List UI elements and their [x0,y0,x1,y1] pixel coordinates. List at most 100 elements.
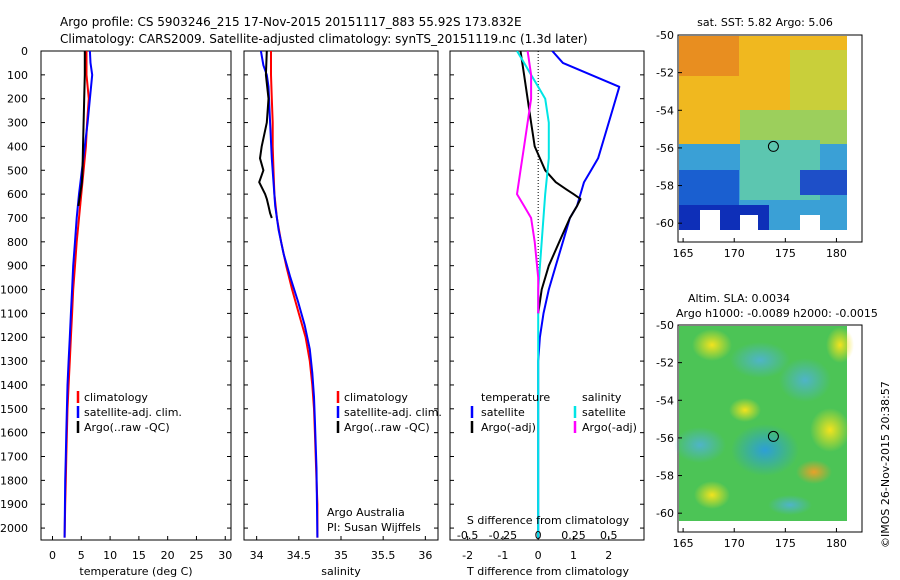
x-tick-label: 15 [132,549,146,562]
map-y-tick-label: -56 [656,142,674,155]
legend-label-sal-argo: Argo(-adj) [582,421,637,434]
sla-argo-marker [767,430,779,442]
salinity-x-axis: 34 34.5 35 35.5 36 [250,536,432,562]
map-x-tick-label: 165 [673,247,694,260]
x-tick-label: -1 [497,549,508,562]
sla-low-1 [730,342,790,378]
legend-label-sal-satellite: satellite [582,406,626,419]
salinity-legend: climatology satellite-adj. clim. Argo(..… [336,391,442,434]
x-tick-label: 1 [570,549,577,562]
y-tick-label: 1900 [0,498,28,511]
sla-low-3 [674,427,726,463]
sla-high-3 [810,408,850,452]
title-line-2: Climatology: CARS2009. Satellite-adjuste… [60,32,588,46]
x-tick-label: 34 [250,549,264,562]
salinity-y-ticks [244,50,438,529]
difference-series [516,51,621,538]
salinity-x-label: salinity [321,565,361,578]
map-y-tick-label: -52 [656,357,674,370]
y-tick-label: 1400 [0,379,28,392]
legend-label-argo: Argo(..raw -QC) [84,421,170,434]
t-difference-label: T difference from climatology [466,565,629,578]
legend-title-temperature: temperature [481,391,550,404]
x-tick-label: 34.5 [287,549,312,562]
sla-high-5 [694,481,730,509]
temperature-plot-frame [40,50,232,541]
y-tick-label: 0 [21,45,28,58]
sla-high-2 [826,327,854,363]
sla-high-4 [796,460,832,484]
series-line-argo-raw-qc- [77,51,86,207]
y-tick-label: 1800 [0,474,28,487]
y-tick-label: 1200 [0,331,28,344]
y-tick-label: 200 [7,93,28,106]
map-x-tick-label: 175 [775,247,796,260]
map-x-tick-label: 175 [775,537,796,550]
sla-field [674,326,854,521]
sst-field [679,36,847,230]
y-tick-label: 1100 [0,307,28,320]
y-tick-label: 600 [7,188,28,201]
map-y-tick-label: -50 [656,319,674,332]
x-tick-label: 10 [103,549,117,562]
legend-label-climatology: climatology [344,391,408,404]
x-tick-label: 35.5 [371,549,396,562]
title-line-1: Argo profile: CS 5903246_215 17-Nov-2015… [60,15,522,29]
sst-argo-marker [767,140,779,152]
y-tick-label: 900 [7,260,28,273]
y-tick-label: 700 [7,212,28,225]
sst-gap-1 [700,210,720,230]
s-difference-label: S difference from climatology [467,514,630,527]
legend-label-temp-argo: Argo(-adj) [481,421,536,434]
y-tick-label: 400 [7,140,28,153]
map-x-tick-label: 180 [826,247,847,260]
sst-map-panel: sat. SST: 5.82 Argo: 5.06 165 170 175 180 -5… [656,16,863,260]
y-tick-label: 1300 [0,355,28,368]
sst-cold-area [679,170,739,205]
top-tick-label: -0.25 [489,529,517,542]
top-tick-label: -0.5 [457,529,478,542]
temperature-panel: 0100200300400500600700800900100011001200… [0,45,232,578]
sla-map-panel: Altim. SLA: 0.0034 Argo h1000: -0.0089 h… [656,292,878,550]
map-y-tick-label: -54 [656,394,674,407]
map-y-tick-label: -56 [656,432,674,445]
imos-timestamp: ©IMOS 26-Nov-2015 20:38:57 [879,381,892,548]
legend-label-satellite: satellite-adj. clim. [344,406,442,419]
sla-map-subtitle: Argo h1000: -0.0089 h2000: -0.0015 [676,307,878,320]
map-x-tick-label: 170 [724,537,745,550]
salinity-plot-frame [243,50,439,541]
y-tick-label: 500 [7,164,28,177]
sst-cold-area-east [800,170,847,195]
temperature-x-label: temperature (deg C) [79,565,192,578]
top-tick-label: 0.25 [561,529,586,542]
x-tick-label: 25 [189,549,203,562]
y-tick-label: 1000 [0,284,28,297]
x-tick-label: 2 [605,549,612,562]
x-tick-label: 5 [78,549,85,562]
legend-label-satellite: satellite-adj. clim. [84,406,182,419]
y-tick-label: 1700 [0,451,28,464]
sla-map-title: Altim. SLA: 0.0034 [688,292,790,305]
legend-label-climatology: climatology [84,391,148,404]
series-line-argo-raw-qc- [258,51,273,219]
temperature-series [63,51,94,538]
sst-gap-3 [800,215,820,230]
x-tick-label: 36 [418,549,432,562]
difference-legend: temperature satellite Argo(-adj) salinit… [470,391,637,434]
difference-panel: -2 -1 0 1 2 S difference from climatology -0… [449,50,645,578]
sst-mid-area [790,50,847,110]
sla-high-6 [729,398,761,422]
y-tick-label: 1600 [0,427,28,440]
temperature-y-axis: 0 100 200 300 400 500 600 700 800 900 1000 1100 1200… [0,45,231,535]
map-y-tick-label: -60 [656,507,674,520]
map-x-tick-label: 170 [724,247,745,260]
map-y-tick-label: -50 [656,29,674,42]
legend-label-argo: Argo(..raw -QC) [344,421,430,434]
map-y-tick-label: -54 [656,104,674,117]
y-tick-label: 1500 [0,403,28,416]
map-y-tick-label: -52 [656,67,674,80]
sla-map-axes: 165 170 175 180 -50 -52 -54 -56 -58 -60 [656,319,847,550]
sst-map-title: sat. SST: 5.82 Argo: 5.06 [697,16,833,29]
temperature-x-axis: 0 5 10 15 20 25 30 [49,536,232,562]
